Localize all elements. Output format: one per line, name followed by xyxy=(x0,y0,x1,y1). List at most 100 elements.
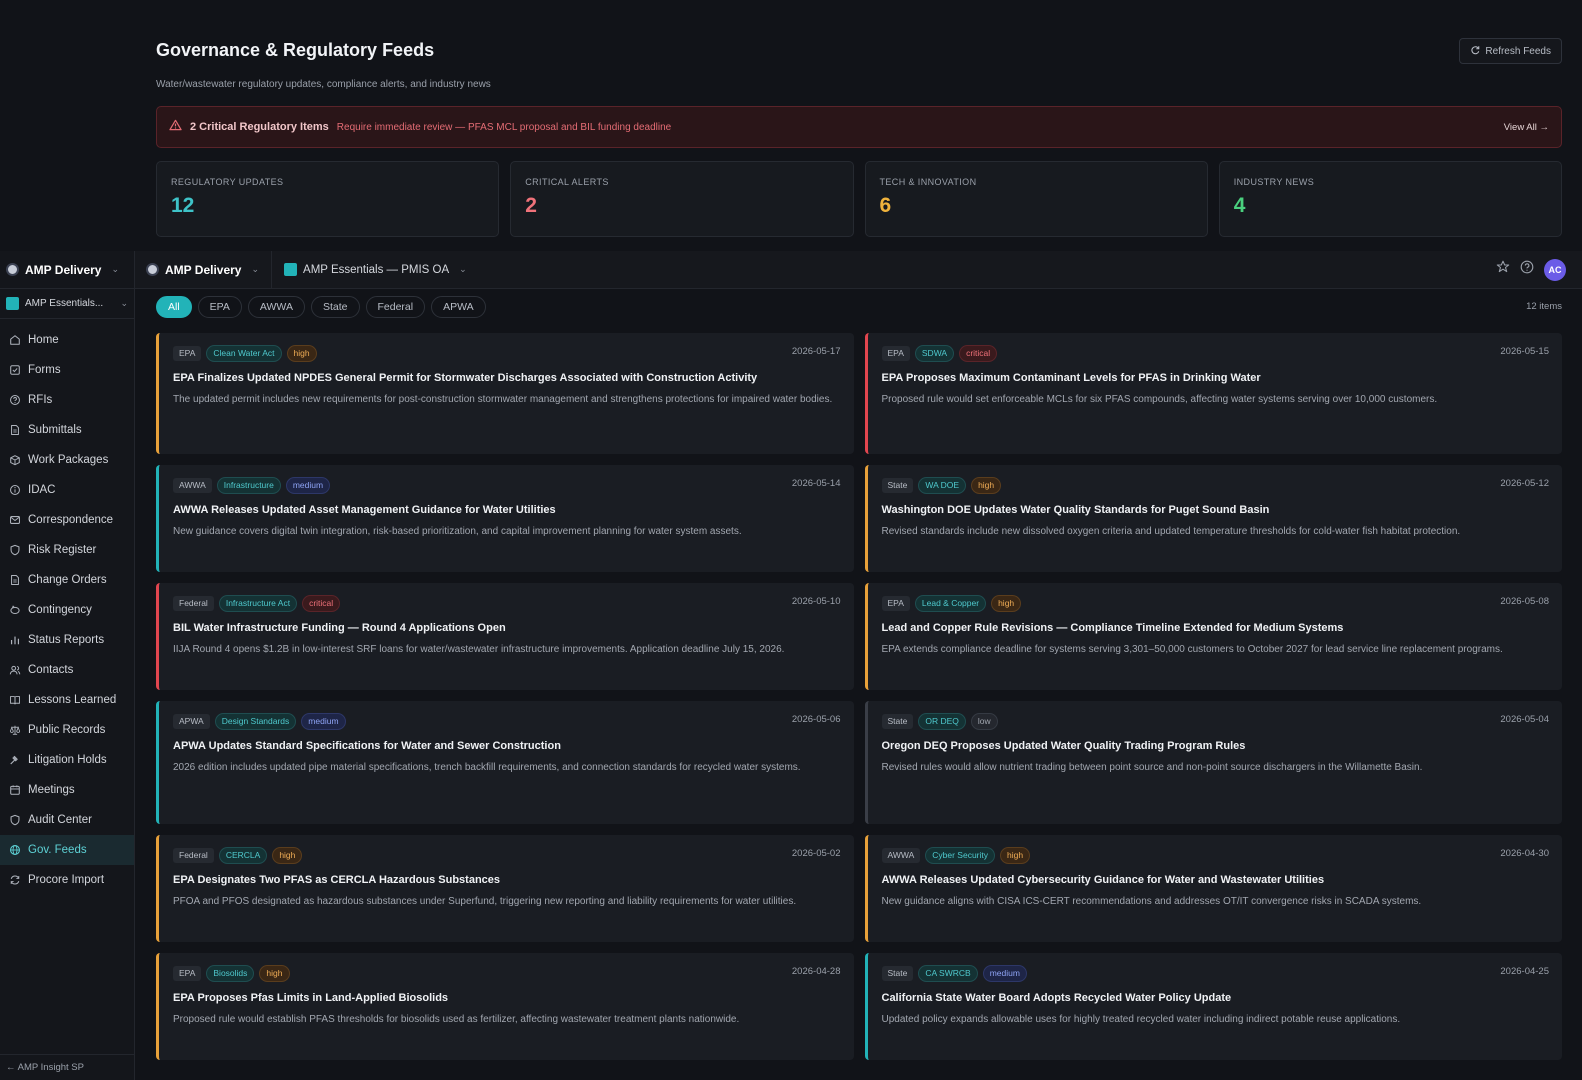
sidebar-org-name: AMP Delivery xyxy=(25,262,102,277)
sidebar-item-meetings[interactable]: Meetings xyxy=(0,775,134,805)
severity-badge: high xyxy=(1000,847,1031,864)
filter-chip-federal[interactable]: Federal xyxy=(365,296,426,318)
feed-row: Federal Infrastructure Act critical 2026… xyxy=(156,583,1562,690)
feed-card[interactable]: State CA SWRCB medium 2026-04-25 Califor… xyxy=(864,953,1562,1060)
sidebar-item-status-reports[interactable]: Status Reports xyxy=(0,625,134,655)
refresh-feeds-button[interactable]: Refresh Feeds xyxy=(1459,38,1562,64)
feed-title: Oregon DEQ Proposes Updated Water Qualit… xyxy=(881,739,1246,752)
source-badge: State xyxy=(881,966,914,981)
sidebar-item-label: Risk Register xyxy=(28,544,97,556)
scale-icon xyxy=(9,724,21,736)
filter-chip-awwa[interactable]: AWWA xyxy=(247,296,305,318)
sidebar-item-home[interactable]: Home xyxy=(0,325,134,355)
stats-row: REGULATORY UPDATES 12 CRITICAL ALERTS 2 TE… xyxy=(156,161,1562,237)
feed-card[interactable]: State WA DOE high 2026-05-12 Washington … xyxy=(864,465,1562,572)
feed-card[interactable]: EPA Clean Water Act high 2026-05-17 EPA … xyxy=(156,333,854,454)
page-title: Governance & Regulatory Feeds xyxy=(156,40,435,60)
info-icon xyxy=(9,484,21,496)
help-icon[interactable] xyxy=(1520,260,1534,279)
sidebar-item-submittals[interactable]: Submittals xyxy=(0,415,134,445)
page-subtitle: Water/wastewater regulatory updates, com… xyxy=(156,79,491,90)
app-topbar: AMP Delivery ⌄ AMP Essentials — PMIS OA … xyxy=(135,251,1582,289)
sidebar-item-label: Audit Center xyxy=(28,814,92,826)
sidebar-item-label: Litigation Holds xyxy=(28,754,107,766)
feed-card[interactable]: AWWA Cyber Security high 2026-04-30 AWWA… xyxy=(864,835,1562,942)
sidebar-item-risk-register[interactable]: Risk Register xyxy=(0,535,134,565)
feed-date: 2026-05-06 xyxy=(791,714,841,725)
feed-date: 2026-04-25 xyxy=(1500,966,1549,977)
feed-card[interactable]: EPA SDWA critical 2026-05-15 EPA Propose… xyxy=(864,333,1562,454)
source-badge: Federal xyxy=(173,596,214,611)
category-badge: SDWA xyxy=(914,345,955,362)
source-badge: EPA xyxy=(881,346,910,361)
sidebar-org-switcher[interactable]: AMP Delivery ⌄ xyxy=(0,251,134,289)
sidebar-project-name: AMP Essentials... xyxy=(25,298,104,309)
severity-badge: high xyxy=(259,965,290,982)
feed-title: APWA Updates Standard Specifications for… xyxy=(173,739,561,752)
sidebar-item-gov-feeds[interactable]: Gov. Feeds xyxy=(0,835,134,865)
stat-value: 6 xyxy=(879,194,892,217)
feed-card[interactable]: Federal CERCLA high 2026-05-02 EPA Desig… xyxy=(156,835,854,942)
topbar-project-switcher[interactable]: AMP Essentials — PMIS OA ⌄ xyxy=(272,263,479,276)
category-badge: CA SWRCB xyxy=(918,965,978,982)
sidebar-item-correspondence[interactable]: Correspondence xyxy=(0,505,134,535)
feed-date: 2026-05-10 xyxy=(791,596,841,607)
filter-chip-all[interactable]: All xyxy=(156,296,192,318)
filter-chip-apwa[interactable]: APWA xyxy=(431,296,486,318)
sidebar: AMP Delivery ⌄ AMP Essentials... ⌄ Home … xyxy=(0,251,135,1080)
feed-date: 2026-04-28 xyxy=(791,966,841,977)
feed-card[interactable]: State OR DEQ low 2026-05-04 Oregon DEQ P… xyxy=(864,701,1562,824)
sidebar-project-switcher[interactable]: AMP Essentials... ⌄ xyxy=(0,289,134,319)
source-badge: AWWA xyxy=(881,848,921,863)
feed-title: Washington DOE Updates Water Quality Sta… xyxy=(881,503,1270,516)
sidebar-item-idac[interactable]: IDAC xyxy=(0,475,134,505)
feed-description: Proposed rule would establish PFAS thres… xyxy=(173,1013,740,1025)
feed-grid: EPA Clean Water Act high 2026-05-17 EPA … xyxy=(156,333,1562,1071)
feed-date: 2026-05-02 xyxy=(791,848,841,859)
feed-card[interactable]: AWWA Infrastructure medium 2026-05-14 AW… xyxy=(156,465,854,572)
feed-title: California State Water Board Adopts Recy… xyxy=(881,991,1232,1004)
back-to-insight-link[interactable]: ← AMP Insight SP xyxy=(0,1054,135,1080)
sidebar-item-work-packages[interactable]: Work Packages xyxy=(0,445,134,475)
shield-icon xyxy=(9,544,21,556)
sidebar-item-rfis[interactable]: RFIs xyxy=(0,385,134,415)
category-badge: Biosolids xyxy=(206,965,255,982)
package-icon xyxy=(9,454,21,466)
severity-badge: low xyxy=(970,713,998,730)
view-all-link[interactable]: View All → xyxy=(1503,121,1549,133)
filter-chip-epa[interactable]: EPA xyxy=(197,296,242,318)
feed-date: 2026-05-12 xyxy=(1500,478,1549,489)
sidebar-item-procore-import[interactable]: Procore Import xyxy=(0,865,134,895)
sidebar-item-label: Contingency xyxy=(28,604,92,616)
user-avatar[interactable]: AC xyxy=(1544,258,1566,281)
sidebar-item-contingency[interactable]: Contingency xyxy=(0,595,134,625)
refresh-feeds-label: Refresh Feeds xyxy=(1485,45,1551,57)
feed-card[interactable]: Federal Infrastructure Act critical 2026… xyxy=(156,583,854,690)
question-icon xyxy=(9,394,21,406)
sidebar-item-litigation-holds[interactable]: Litigation Holds xyxy=(0,745,134,775)
refresh-icon xyxy=(1470,45,1480,58)
sidebar-item-label: Contacts xyxy=(28,664,74,676)
topbar-project-name: AMP Essentials — PMIS OA xyxy=(303,263,450,276)
sidebar-item-audit-center[interactable]: Audit Center xyxy=(0,805,134,835)
feed-title: AWWA Releases Updated Cybersecurity Guid… xyxy=(881,873,1325,886)
feed-card[interactable]: EPA Biosolids high 2026-04-28 EPA Propos… xyxy=(156,953,854,1060)
star-icon[interactable] xyxy=(1496,260,1510,279)
feed-card[interactable]: EPA Lead & Copper high 2026-05-08 Lead a… xyxy=(864,583,1562,690)
sidebar-item-public-records[interactable]: Public Records xyxy=(0,715,134,745)
sidebar-item-contacts[interactable]: Contacts xyxy=(0,655,134,685)
source-badge: EPA xyxy=(173,966,202,981)
sidebar-item-forms[interactable]: Forms xyxy=(0,355,134,385)
filter-chip-state[interactable]: State xyxy=(310,296,360,318)
sidebar-item-change-orders[interactable]: Change Orders xyxy=(0,565,134,595)
feed-description: The updated permit includes new requirem… xyxy=(173,393,833,405)
severity-badge: medium xyxy=(982,965,1027,982)
category-badge: Infrastructure xyxy=(216,477,281,494)
feed-title: Lead and Copper Rule Revisions — Complia… xyxy=(881,621,1344,634)
topbar-org-switcher[interactable]: AMP Delivery ⌄ xyxy=(135,251,273,288)
critical-alert-banner: 2 Critical Regulatory Items Require imme… xyxy=(156,106,1562,148)
sidebar-item-label: Public Records xyxy=(28,724,106,736)
feed-card[interactable]: APWA Design Standards medium 2026-05-06 … xyxy=(156,701,854,824)
feed-title: BIL Water Infrastructure Funding — Round… xyxy=(173,621,506,634)
sidebar-item-lessons-learned[interactable]: Lessons Learned xyxy=(0,685,134,715)
